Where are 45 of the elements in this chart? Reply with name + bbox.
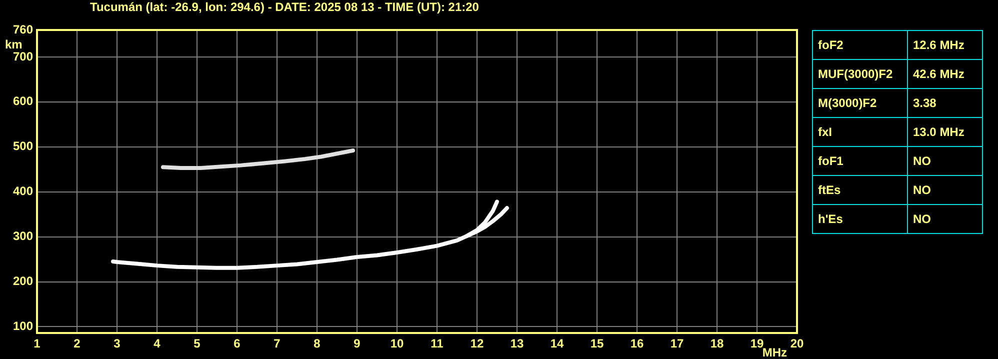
x-tick-label: 7 bbox=[274, 336, 281, 351]
text: 3.38 bbox=[908, 88, 982, 118]
x-tick-label: 15 bbox=[590, 336, 604, 351]
text: NO bbox=[908, 204, 982, 234]
y-tick-label: 400 bbox=[12, 184, 34, 198]
x-tick-label: 14 bbox=[550, 336, 564, 351]
text: fxI bbox=[812, 118, 908, 146]
x-tick-label: 11 bbox=[430, 336, 444, 351]
x-tick-label: 4 bbox=[154, 336, 161, 351]
chart-title: Tucumán (lat: -26.9, lon: 294.6) - DATE: 2025 08 13 - TIME (UT): 21:20 bbox=[90, 0, 479, 14]
x-tick-label: 8 bbox=[314, 336, 321, 351]
y-tick-label: 760 bbox=[12, 22, 34, 36]
x-tick-label: 16 bbox=[630, 336, 644, 351]
text: NO bbox=[908, 146, 982, 176]
x-tick-label: 9 bbox=[354, 336, 361, 351]
text: NO bbox=[908, 176, 982, 204]
y-axis-title: km bbox=[5, 37, 22, 52]
y-tick-label: 200 bbox=[12, 274, 34, 288]
y-tick-label: 100 bbox=[12, 319, 34, 334]
text: ftEs bbox=[812, 176, 908, 204]
text: h'Es bbox=[812, 204, 908, 234]
text: foF1 bbox=[812, 146, 908, 176]
x-axis-title: MHz bbox=[762, 345, 787, 359]
x-tick-label: 10 bbox=[390, 336, 404, 351]
y-tick-label: 700 bbox=[12, 49, 34, 64]
y-tick-label: 600 bbox=[12, 94, 34, 108]
x-tick-label: 12 bbox=[470, 336, 484, 351]
text: 12.6 MHz bbox=[908, 30, 982, 60]
x-tick-label: 6 bbox=[234, 336, 241, 351]
x-tick-label: 17 bbox=[670, 336, 684, 351]
x-tick-label: 20 bbox=[790, 336, 804, 351]
x-tick-label: 5 bbox=[194, 336, 201, 351]
x-tick-label: 3 bbox=[114, 336, 121, 351]
x-tick-label: 1 bbox=[34, 336, 41, 351]
text: foF2 bbox=[812, 30, 908, 60]
text: 42.6 MHz bbox=[908, 60, 982, 88]
text: MUF(3000)F2 bbox=[812, 60, 908, 88]
x-tick-label: 13 bbox=[510, 336, 524, 351]
y-tick-label: 500 bbox=[12, 139, 34, 154]
x-tick-label: 19 bbox=[750, 336, 764, 351]
y-tick-label: 300 bbox=[12, 229, 34, 244]
x-tick-label: 2 bbox=[74, 336, 81, 351]
text: 13.0 MHz bbox=[908, 118, 982, 146]
x-tick-label: 18 bbox=[710, 336, 724, 351]
text: M(3000)F2 bbox=[812, 88, 908, 118]
